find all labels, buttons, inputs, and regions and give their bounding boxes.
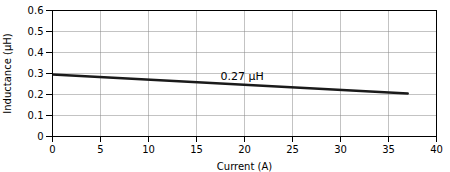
svg-text:0.6: 0.6	[28, 5, 44, 16]
svg-text:20: 20	[238, 144, 251, 155]
svg-text:40: 40	[430, 144, 443, 155]
svg-text:0.1: 0.1	[28, 110, 44, 121]
svg-text:0.5: 0.5	[28, 26, 44, 37]
svg-text:0.4: 0.4	[28, 47, 44, 58]
svg-text:0.3: 0.3	[28, 68, 44, 79]
svg-text:0: 0	[37, 131, 43, 142]
svg-text:Inductance (μH): Inductance (μH)	[2, 33, 13, 113]
svg-text:0.27 μH: 0.27 μH	[221, 70, 264, 83]
svg-text:15: 15	[190, 144, 203, 155]
svg-text:Current (A): Current (A)	[217, 161, 272, 172]
svg-text:25: 25	[286, 144, 299, 155]
svg-text:35: 35	[382, 144, 395, 155]
svg-text:10: 10	[142, 144, 155, 155]
svg-text:0.2: 0.2	[28, 89, 44, 100]
svg-text:30: 30	[334, 144, 347, 155]
svg-text:5: 5	[97, 144, 103, 155]
svg-text:0: 0	[49, 144, 55, 155]
